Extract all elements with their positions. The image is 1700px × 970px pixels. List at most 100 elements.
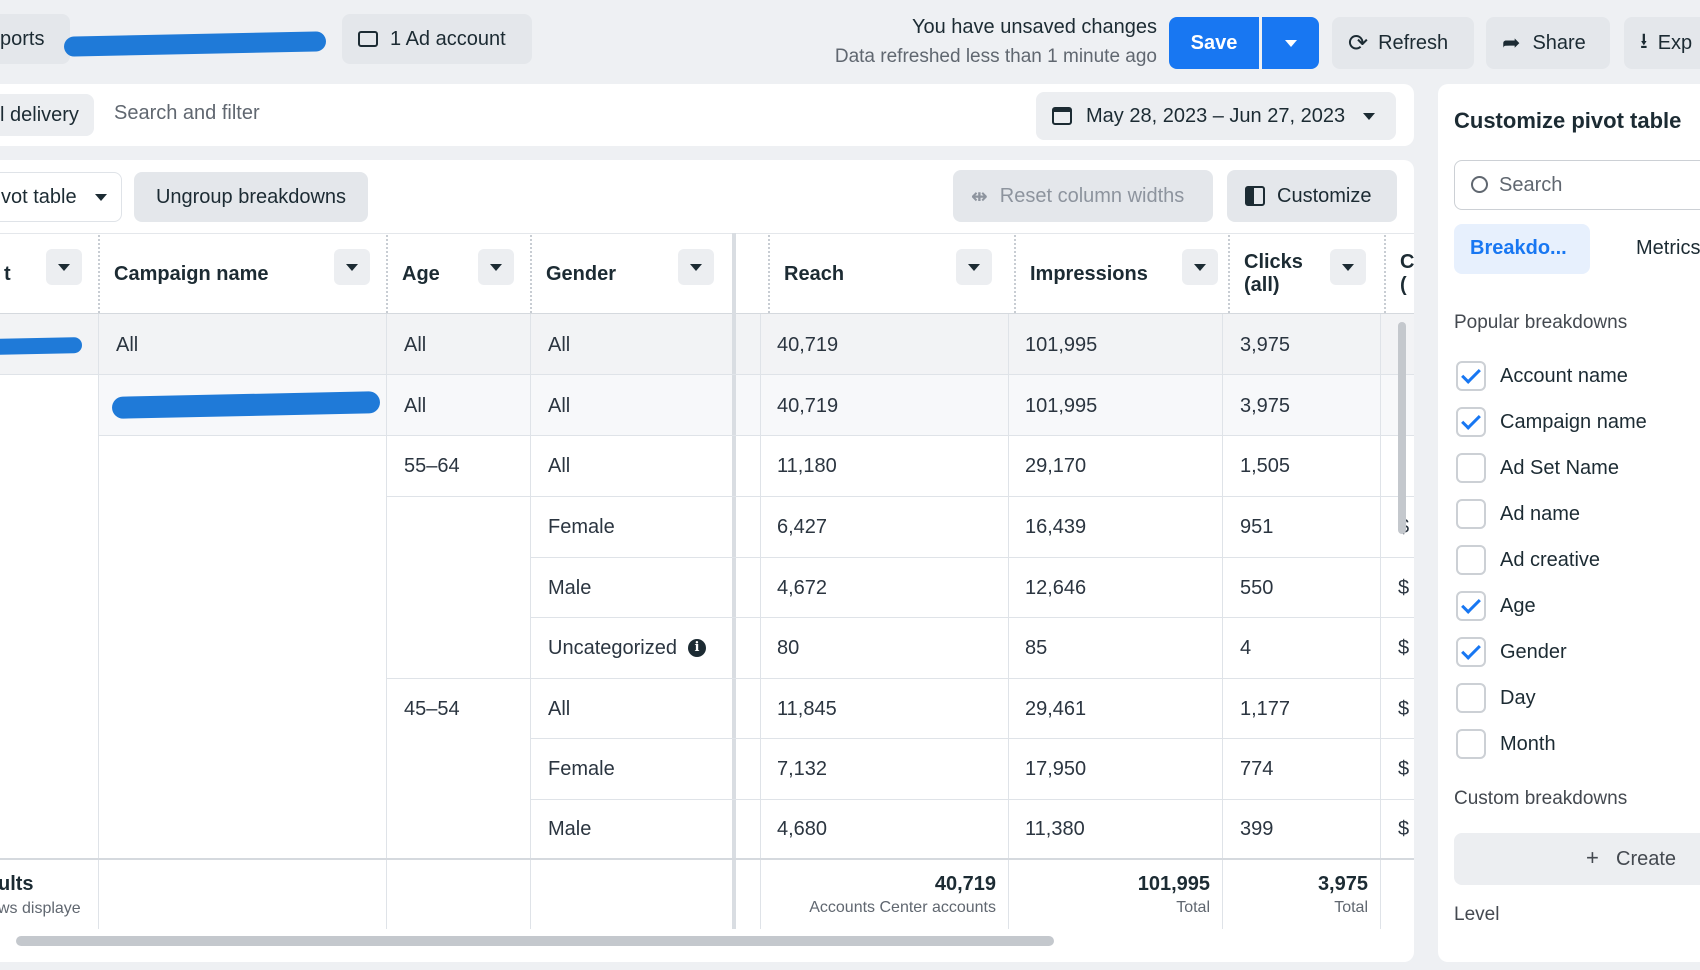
checkbox[interactable] [1456, 499, 1486, 529]
save-button[interactable]: Save [1169, 17, 1259, 69]
column-header-label: C [1400, 251, 1414, 273]
column-header-next[interactable]: C ( [1384, 235, 1414, 313]
next-header-text: C ( [1400, 251, 1414, 297]
customize-panel: Customize pivot table Search Breakdo... … [1438, 84, 1700, 962]
breakdown-label: Campaign name [1500, 411, 1647, 433]
reset-widths-label: Reset column widths [999, 184, 1185, 207]
search-filter-input[interactable]: Search and filter [114, 102, 260, 124]
age-cell: All [404, 333, 427, 356]
ungroup-breakdowns-button[interactable]: Ungroup breakdowns [134, 172, 368, 222]
chevron-down-icon [1284, 39, 1297, 47]
panel-search-input[interactable]: Search [1454, 160, 1700, 210]
column-header-campaign[interactable]: Campaign name [98, 235, 386, 313]
sort-dropdown[interactable] [334, 249, 370, 285]
sort-dropdown[interactable] [46, 249, 82, 285]
checkbox[interactable] [1456, 637, 1486, 667]
checkbox[interactable] [1456, 453, 1486, 483]
column-header-reach[interactable]: Reach [768, 235, 1008, 313]
gender-cell: All [548, 394, 571, 417]
pivot-table-label: vot table [1, 185, 77, 208]
column-divider [530, 314, 531, 929]
checkbox[interactable] [1456, 591, 1486, 621]
gender-cell: All [548, 697, 571, 720]
column-header-impressions[interactable]: Impressions [1014, 235, 1224, 313]
delivery-filter-chip[interactable]: l delivery [0, 94, 94, 136]
clicks-cell: 3,975 [1240, 394, 1291, 417]
gender-cell: Female [548, 515, 615, 538]
chevron-down-icon [346, 263, 358, 271]
impressions-cell: 16,439 [1025, 515, 1087, 538]
tab-metrics[interactable]: Metrics [1636, 237, 1700, 259]
row-border [0, 374, 1414, 375]
column-header-clicks[interactable]: Clicks (all) [1228, 235, 1382, 313]
info-icon[interactable]: i [688, 639, 706, 657]
date-range-label: May 28, 2023 – Jun 27, 2023 [1086, 104, 1346, 127]
ad-account-label: 1 Ad account [390, 27, 506, 50]
row-border [386, 496, 1414, 497]
age-cell: 45–54 [404, 697, 460, 720]
reset-column-widths-button[interactable]: ⇹ Reset column widths [953, 170, 1213, 222]
row-border [530, 557, 1414, 558]
chevron-down-icon [1194, 263, 1206, 271]
share-button[interactable]: ➦ Share [1486, 17, 1610, 69]
footer-border [0, 858, 1414, 860]
refresh-label: Refresh [1378, 31, 1449, 54]
header-top-border [0, 233, 1414, 234]
breakdown-label: Month [1500, 733, 1556, 755]
pivot-table-dropdown[interactable]: vot table [0, 172, 122, 222]
impressions-cell: 29,461 [1025, 697, 1087, 720]
checkbox[interactable] [1456, 729, 1486, 759]
ad-account-button[interactable]: 1 Ad account [342, 14, 532, 64]
age-cell: All [404, 394, 427, 417]
checkbox[interactable] [1456, 545, 1486, 575]
export-button[interactable]: ⭳ Exp [1624, 17, 1700, 69]
create-breakdown-button[interactable]: + Create [1454, 833, 1700, 885]
next-cell: $ [1398, 817, 1410, 840]
column-divider [760, 314, 761, 929]
search-icon [1471, 176, 1488, 193]
column-header-gender[interactable]: Gender [530, 235, 730, 313]
pivot-table-card: vot table Ungroup breakdowns ⇹ Reset col… [0, 160, 1414, 962]
calendar-icon [1052, 107, 1072, 125]
column-header-account[interactable]: t [0, 235, 98, 313]
sort-dropdown[interactable] [678, 249, 714, 285]
refresh-icon: ⟳ [1348, 29, 1369, 57]
impressions-cell: 12,646 [1025, 576, 1087, 599]
clicks-cell: 4 [1240, 636, 1252, 659]
age-cell: 55–64 [404, 454, 460, 477]
sort-dropdown[interactable] [956, 249, 992, 285]
date-range-picker[interactable]: May 28, 2023 – Jun 27, 2023 [1036, 92, 1396, 140]
column-resize-icon: ⇹ [971, 185, 988, 208]
export-label: Exp [1657, 31, 1693, 54]
campaign-cell: All [116, 333, 139, 356]
gender-cell: Female [548, 757, 615, 780]
customize-button[interactable]: Customize [1227, 170, 1397, 222]
save-options-dropdown[interactable] [1262, 17, 1319, 69]
impressions-cell: 29,170 [1025, 454, 1087, 477]
sort-dropdown[interactable] [1182, 249, 1218, 285]
reports-tab[interactable]: ports [0, 14, 70, 64]
impressions-cell: 17,950 [1025, 757, 1087, 780]
column-header-label: Campaign name [114, 262, 269, 285]
customize-label: Customize [1277, 184, 1372, 207]
refresh-button[interactable]: ⟳ Refresh [1332, 17, 1474, 69]
checkbox[interactable] [1456, 407, 1486, 437]
vertical-scrollbar[interactable] [1398, 322, 1406, 534]
breakdown-label: Gender [1500, 641, 1567, 663]
sort-dropdown[interactable] [1330, 249, 1366, 285]
checkbox[interactable] [1456, 361, 1486, 391]
column-divider [1380, 314, 1381, 929]
checkbox[interactable] [1456, 683, 1486, 713]
tab-breakdowns[interactable]: Breakdo... [1454, 224, 1590, 274]
clicks-cell: 399 [1240, 817, 1274, 840]
horizontal-scrollbar[interactable] [16, 936, 1054, 946]
reach-total: 40,719 [934, 873, 996, 895]
column-header-age[interactable]: Age [386, 235, 530, 313]
impressions-total: 101,995 [1137, 873, 1210, 895]
breakdown-label: Ad name [1500, 503, 1581, 525]
sort-dropdown[interactable] [478, 249, 514, 285]
gender-cell: Male [548, 576, 592, 599]
ad-account-icon [358, 31, 378, 47]
column-header-label: Impressions [1030, 262, 1148, 285]
next-cell: $ [1398, 697, 1410, 720]
